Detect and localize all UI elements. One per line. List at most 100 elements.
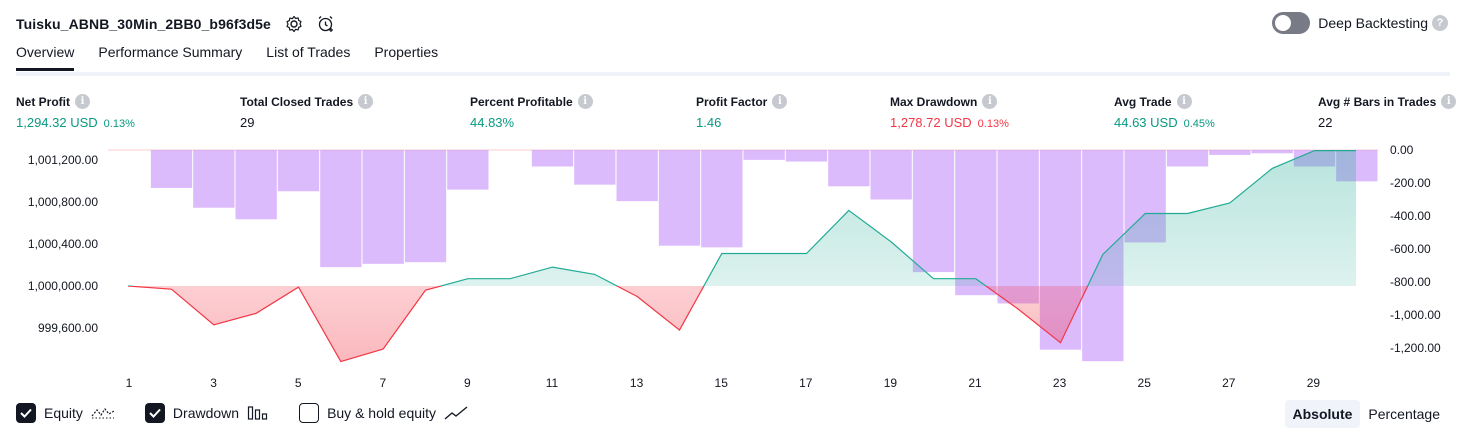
equity-line-negative <box>127 286 1089 363</box>
buy-hold-checkbox[interactable] <box>299 403 320 423</box>
x-axis-tick: 3 <box>210 376 217 390</box>
drawdown-bar <box>743 150 785 160</box>
metric-value-text: 44.83% <box>470 115 515 130</box>
equity-drawdown-chart[interactable]: 1,001,200.00 1,000,800.00 1,000,400.00 1,00… <box>0 140 1466 395</box>
metric-value-text: 1,294.32 USD <box>16 115 98 130</box>
legend-equity-label: Equity <box>44 405 83 421</box>
equity-line-icon <box>91 405 115 421</box>
metric-label-text: Avg # Bars in Trades <box>1318 94 1437 109</box>
right-axis-tick: -600.00 <box>1390 242 1431 256</box>
metric-percent: 0.13% <box>977 118 1009 130</box>
drawdown-bar <box>870 150 912 200</box>
tab-properties[interactable]: Properties <box>374 44 439 60</box>
drawdown-bar <box>955 150 997 296</box>
metric-value: 29 <box>240 115 373 130</box>
metric-label: Net Profit i <box>16 94 135 109</box>
drawdown-bar <box>362 150 404 264</box>
x-axis-tick: 25 <box>1138 376 1152 390</box>
drawdown-bar <box>574 150 616 185</box>
settings-icon[interactable] <box>285 15 303 33</box>
tab-list-of-trades[interactable]: List of Trades <box>266 44 351 60</box>
metric-label: Avg # Bars in Trades i <box>1318 94 1457 109</box>
metric-label-text: Total Closed Trades <box>240 94 354 109</box>
x-axis-tick: 17 <box>799 376 813 390</box>
legend-drawdown[interactable]: Drawdown <box>144 403 269 423</box>
add-alert-icon[interactable] <box>317 15 335 33</box>
legend-equity[interactable]: Equity <box>16 403 115 423</box>
x-axis-tick: 29 <box>1307 376 1321 390</box>
metric-label-text: Percent Profitable <box>470 94 573 109</box>
metric-0: Net Profit i 1,294.32 USD 0.13% <box>16 94 135 130</box>
help-icon[interactable]: ? <box>1432 15 1448 31</box>
drawdown-bar <box>912 150 955 273</box>
info-icon[interactable]: i <box>1441 94 1457 109</box>
metric-value-text: 29 <box>240 115 255 130</box>
left-axis-tick: 999,600.00 <box>38 321 98 335</box>
x-axis-tick: 9 <box>464 376 471 390</box>
tabs-divider <box>16 72 1450 76</box>
equity-area-negative <box>128 286 1356 362</box>
info-icon[interactable]: i <box>1176 94 1192 109</box>
x-axis-tick: 7 <box>379 376 386 390</box>
tab-overview[interactable]: Overview <box>16 44 75 71</box>
drawdown-bar <box>531 150 574 167</box>
drawdown-bars-icon <box>247 405 269 421</box>
info-icon[interactable]: i <box>358 94 374 109</box>
metric-label: Avg Trade i <box>1114 94 1215 109</box>
metric-label-text: Profit Factor <box>696 94 768 109</box>
metric-value: 44.83% <box>470 115 593 130</box>
drawdown-bar <box>701 150 743 248</box>
info-icon[interactable]: i <box>75 94 90 109</box>
right-axis-tick: -800.00 <box>1390 275 1431 289</box>
drawdown-bar <box>404 150 447 263</box>
left-axis-tick: 1,001,200.00 <box>28 153 98 167</box>
legend-drawdown-label: Drawdown <box>172 405 240 421</box>
x-axis-tick: 11 <box>546 376 559 390</box>
left-axis-tick: 1,000,400.00 <box>28 237 98 251</box>
strategy-header: Tuisku_ABNB_30Min_2BB0_b96f3d5e <box>16 10 335 38</box>
drawdown-bar <box>828 150 870 187</box>
metric-label: Total Closed Trades i <box>240 94 374 109</box>
drawdown-bar <box>447 150 489 190</box>
metric-value-text: 44.63 USD <box>1114 115 1178 130</box>
legend-buy-hold-label: Buy & hold equity <box>327 405 437 421</box>
metric-value-text: 22 <box>1318 115 1333 130</box>
metric-2: Percent Profitable i 44.83% <box>470 94 593 130</box>
metric-label: Max Drawdown i <box>890 94 1009 109</box>
drawdown-bar <box>1209 150 1251 155</box>
tab-performance-summary[interactable]: Performance Summary <box>98 44 243 60</box>
deep-backtesting-toggle[interactable] <box>1272 12 1311 34</box>
x-axis-tick: 13 <box>630 376 644 390</box>
x-axis-tick: 21 <box>968 376 982 390</box>
metric-value: 22 <box>1318 115 1456 130</box>
legend-buy-hold[interactable]: Buy & hold equity <box>299 403 468 423</box>
left-axis-tick: 1,000,000.00 <box>28 279 98 293</box>
equity-checkbox[interactable] <box>16 403 36 423</box>
info-icon[interactable]: i <box>772 94 788 109</box>
metric-4: Max Drawdown i 1,278.72 USD 0.13% <box>890 94 1009 130</box>
drawdown-bar <box>193 150 235 208</box>
x-axis-tick: 15 <box>715 376 729 390</box>
info-icon[interactable]: i <box>577 94 593 109</box>
metric-value: 1,278.72 USD 0.13% <box>890 115 1009 130</box>
x-axis-tick: 27 <box>1222 376 1236 390</box>
left-axis-tick: 1,000,800.00 <box>28 195 98 209</box>
mode-absolute-button[interactable]: Absolute <box>1284 400 1361 428</box>
deep-backtesting: Deep Backtesting ? <box>1272 12 1448 34</box>
metric-label-text: Net Profit <box>16 94 70 109</box>
metric-5: Avg Trade i 44.63 USD 0.45% <box>1114 94 1215 130</box>
value-mode-switch: Absolute Percentage <box>1284 400 1449 428</box>
drawdown-bar <box>1251 150 1293 154</box>
metric-value-text: 1,278.72 USD <box>890 115 972 130</box>
metric-percent: 0.13% <box>103 118 135 130</box>
right-axis-tick: -1,200.00 <box>1390 341 1441 355</box>
mode-percentage-button[interactable]: Percentage <box>1368 406 1440 422</box>
info-icon[interactable]: i <box>982 94 998 109</box>
metric-percent: 0.45% <box>1183 118 1215 130</box>
chart-legend: Equity Drawdown Buy & hold equity <box>16 403 498 423</box>
drawdown-bar <box>150 150 193 188</box>
drawdown-bar <box>997 150 1039 304</box>
metric-label-text: Avg Trade <box>1114 94 1172 109</box>
metric-label-text: Max Drawdown <box>890 94 978 109</box>
drawdown-checkbox[interactable] <box>144 403 165 423</box>
